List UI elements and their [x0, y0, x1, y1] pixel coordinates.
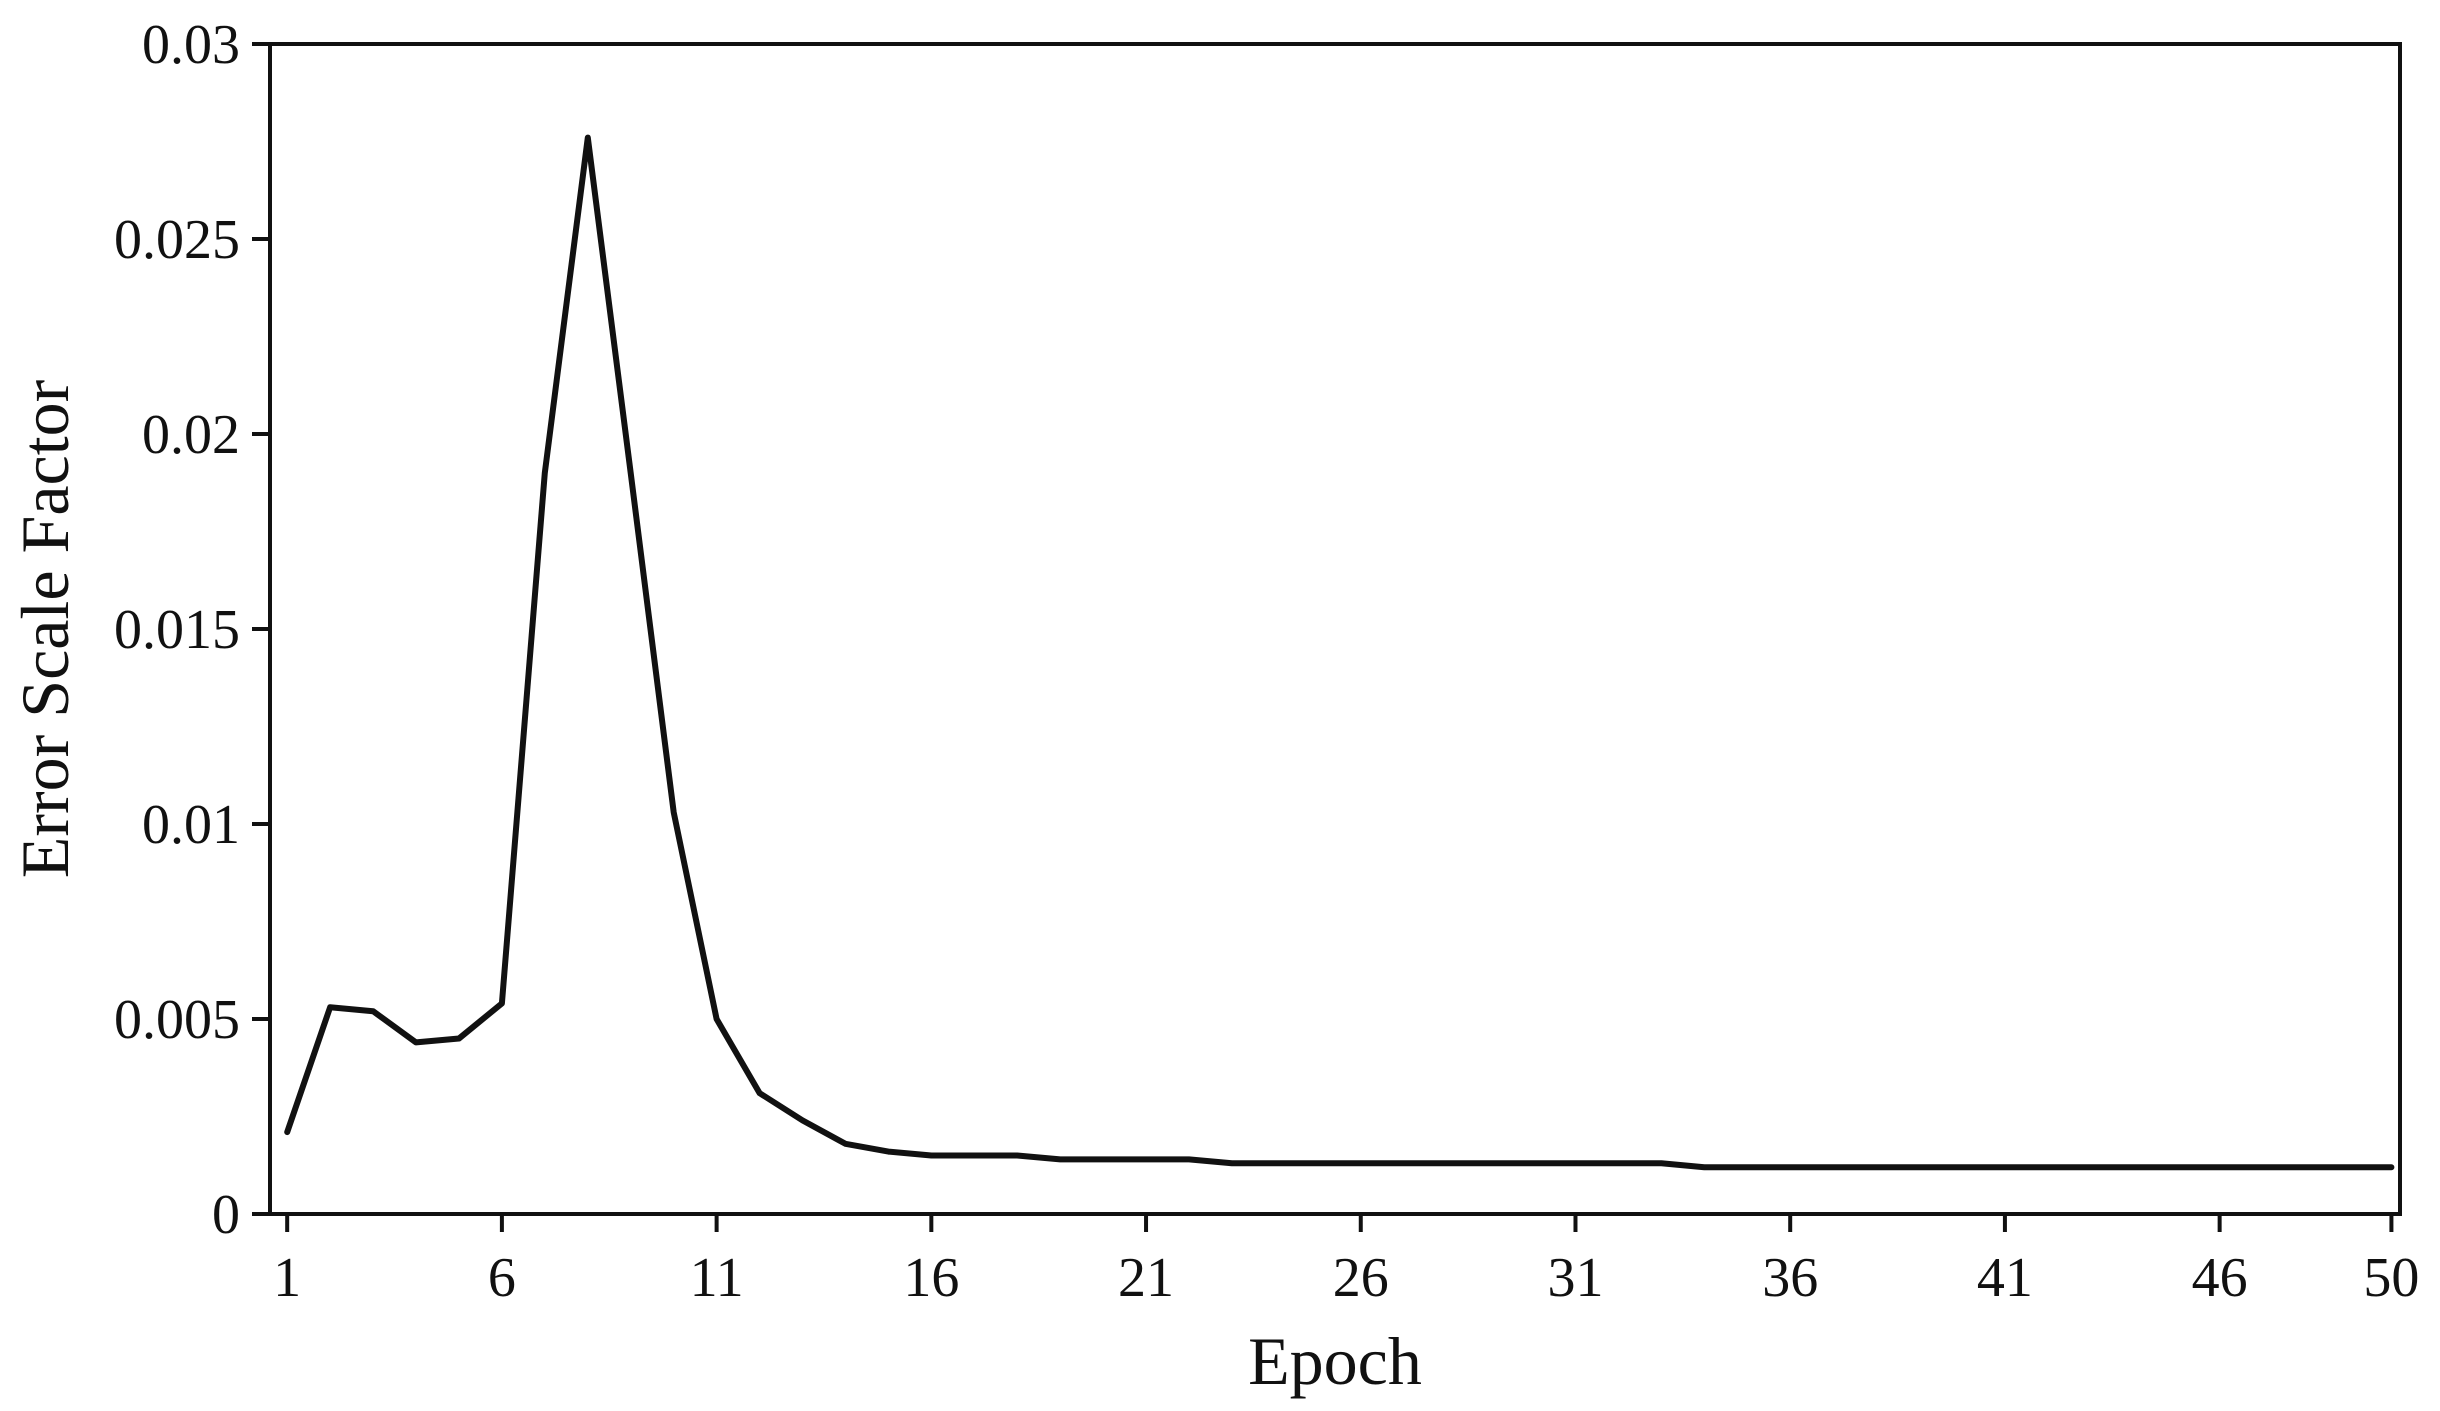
x-tick-label: 36	[1762, 1247, 1818, 1309]
series-line	[284, 134, 2395, 1171]
y-tick-label: 0.015	[114, 599, 240, 661]
y-tick-label: 0.01	[142, 794, 240, 856]
x-tick-label: 16	[903, 1247, 959, 1309]
x-axis-title: Epoch	[1248, 1323, 1422, 1399]
x-tick-label: 50	[2363, 1247, 2419, 1309]
y-tick-label: 0.03	[142, 14, 240, 76]
y-axis: 0 0.005 0.01 0.015 0.02 0.025 0.03	[114, 14, 270, 1246]
x-tick-label: 11	[690, 1247, 744, 1309]
x-axis: 1 6 11 16 21 26 31 36 41 46 50	[273, 1214, 2419, 1309]
y-axis-title: Error Scale Factor	[7, 379, 83, 878]
x-tick-label: 1	[273, 1247, 301, 1309]
x-tick-label: 41	[1977, 1247, 2033, 1309]
x-tick-label: 6	[488, 1247, 516, 1309]
x-tick-label: 26	[1333, 1247, 1389, 1309]
y-tick-label: 0.005	[114, 989, 240, 1051]
x-tick-label: 21	[1118, 1247, 1174, 1309]
y-tick-label: 0.02	[142, 404, 240, 466]
y-tick-label: 0	[212, 1184, 240, 1246]
x-tick-label: 31	[1547, 1247, 1603, 1309]
y-tick-label: 0.025	[114, 209, 240, 271]
plot-frame	[268, 42, 2402, 1216]
x-tick-label: 46	[2192, 1247, 2248, 1309]
